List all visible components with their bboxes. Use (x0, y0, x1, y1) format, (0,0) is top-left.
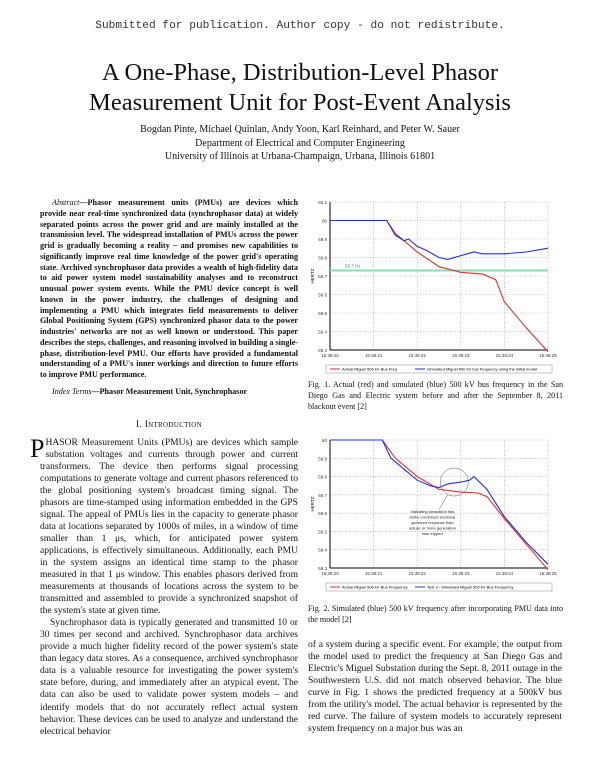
x-tick-label: 15:38:21 (365, 571, 383, 576)
abstract-label: Abstract (52, 198, 80, 207)
author-block: Bogdan Pinte, Michael Quinlan, Andy Yoon… (0, 123, 600, 164)
figure-2: 60 59.9 59.8 59.7 59.6 59.5 59.4 59.3 15:38:20 15… (308, 434, 563, 626)
y-axis-label: HERTZ (310, 496, 315, 511)
y-tick-label: 60.1 (318, 200, 327, 205)
intro-paragraph-2-continued: of a system during a specific event. For… (308, 639, 562, 735)
department: Department of Electrical and Computer En… (195, 137, 405, 149)
submission-notice: Submitted for publication. Author copy -… (95, 20, 505, 32)
y-tick-label: 59.9 (318, 456, 327, 461)
x-tick-label: 15:38:21 (365, 353, 383, 358)
title-line-2: Measurement Unit for Post-Event Analysis (89, 89, 511, 116)
x-tick-label: 15:38:25 (539, 571, 557, 576)
x-tick-label: 15:38:22 (408, 571, 426, 576)
y-tick-label: 59.6 (318, 293, 327, 298)
y-tick-label: 59.3 (318, 566, 327, 571)
paper-title: A One-Phase, Distribution-Level Phasor M… (0, 58, 600, 118)
legend-label: Actual Miguel 500 kV Bus Frequency (342, 585, 408, 590)
annotation-circle (440, 467, 469, 497)
left-column: Abstract—Phasor measurement units (PMUs)… (30, 198, 298, 738)
title-line-1: A One-Phase, Distribution-Level Phasor (101, 59, 499, 86)
y-tick-label: 59.8 (318, 256, 327, 261)
series-line-actual (330, 219, 549, 353)
section-heading: I. Introduction (136, 419, 202, 430)
figure-2-caption: Fig. 2. Simulated (blue) 500 kV frequenc… (308, 604, 563, 624)
right-column-text: of a system during a specific event. For… (308, 639, 562, 735)
intro-paragraph-2: Synchrophasor data is typically generate… (40, 617, 298, 737)
y-axis-label: HERTZ (310, 268, 315, 283)
figure-1-chart: 60.16059.959.859.759.659.559.459.315:38:… (310, 200, 557, 374)
y-tick-label: 59.9 (318, 237, 327, 242)
affiliation: University of Illinois at Urbana-Champai… (164, 151, 436, 162)
annotation-pointer (438, 494, 448, 510)
legend-label: Simulated Miguel 500 kV bus frequency us… (427, 367, 537, 372)
annotation-text: actual, or more generation (409, 526, 456, 531)
annotation-text: governor response than (411, 520, 453, 525)
drop-cap: P (30, 433, 45, 463)
intro-paragraph-1-text: HASOR Measurement Units (PMUs) are devic… (40, 436, 298, 617)
x-tick-label: 15:38:24 (496, 571, 514, 576)
x-tick-label: 15:38:20 (321, 571, 339, 576)
y-tick-label: 59.4 (318, 548, 327, 553)
y-tick-label: 59.5 (318, 311, 327, 316)
x-tick-label: 15:38:23 (452, 353, 470, 358)
x-tick-label: 15:38:22 (408, 353, 426, 358)
index-terms: Index Terms—Phasor Measurement Unit, Syn… (40, 387, 298, 398)
legend-label: Test 3 - Simulated Miguel 500 kV Bus Fre… (427, 585, 514, 590)
figure-2-chart: 60 59.9 59.8 59.7 59.6 59.5 59.4 59.315:38:20 15… (310, 438, 557, 592)
legend-box (325, 364, 553, 374)
y-tick-label: 59.6 (318, 511, 327, 516)
index-terms-text: —Phasor Measurement Unit, Synchrophasor (91, 386, 248, 396)
legend-label: Actual Miguel 500 kV Bus Freq (342, 367, 397, 372)
y-tick-label: 60 (322, 219, 328, 224)
annotation-text: was tripped (422, 531, 442, 536)
reference-line-label: 59.7 Hz (345, 263, 361, 268)
authors: Bogdan Pinte, Michael Quinlan, Andy Yoon… (140, 124, 460, 135)
y-tick-label: 59.3 (318, 348, 327, 353)
y-tick-label: 60 (322, 438, 328, 443)
x-tick-label: 15:38:20 (321, 353, 339, 358)
y-tick-label: 59.7 (318, 274, 327, 279)
y-tick-label: 59.5 (318, 529, 327, 534)
y-tick-label: 59.7 (318, 493, 327, 498)
series-line-simulated (330, 439, 549, 565)
x-tick-label: 15:38:23 (452, 571, 470, 576)
abstract: Abstract—Phasor measurement units (PMUs)… (40, 198, 298, 381)
abstract-text: —Phasor measurement units (PMUs) are dev… (40, 198, 298, 379)
series-line-simulated (330, 219, 549, 260)
annotation-text: better combined sectional (410, 515, 456, 520)
x-tick-label: 15:38:24 (496, 353, 514, 358)
series-line-actual (330, 439, 549, 571)
figure-1-caption: Fig. 1. Actual (red) and simulated (blue… (308, 380, 563, 411)
index-terms-label: Index Terms (52, 386, 92, 396)
figure-1: 60.1 60 59.9 59.8 59.7 59.6 59.5 59.4 59.3 15:38:… (308, 196, 563, 412)
x-tick-label: 15:38:25 (539, 353, 557, 358)
legend-box (325, 582, 553, 592)
y-tick-label: 59.4 (318, 330, 327, 335)
intro-paragraph-1: P HASOR Measurement Units (PMUs) are devi… (30, 435, 298, 618)
y-tick-label: 59.8 (318, 475, 327, 480)
annotation-text: Indicating simulation has (411, 509, 455, 514)
